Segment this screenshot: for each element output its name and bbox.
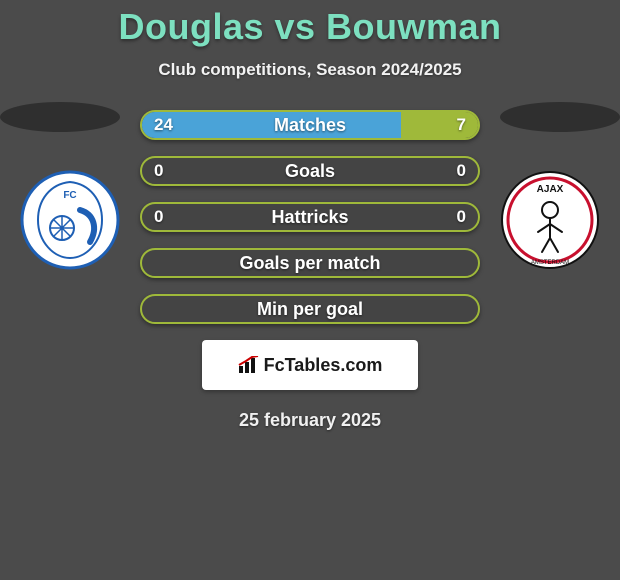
stat-bar: Goals per match [140,248,480,278]
page-title: Douglas vs Bouwman [0,6,620,48]
chart-icon [238,356,260,374]
eindhoven-badge-icon: FC [20,170,120,270]
bars-area: FC AJAX AMSTERDAM 247Matches 00Goals 00Hat… [0,110,620,324]
svg-text:AJAX: AJAX [537,184,564,195]
ajax-badge-icon: AJAX AMSTERDAM [500,170,600,270]
bar-label: Goals per match [142,250,478,276]
stat-bar: 247Matches [140,110,480,140]
watermark: FcTables.com [202,340,418,390]
stat-bar: Min per goal [140,294,480,324]
club-badge-right: AJAX AMSTERDAM [500,170,600,270]
subtitle: Club competitions, Season 2024/2025 [0,60,620,80]
bar-label: Min per goal [142,296,478,322]
watermark-label: FcTables.com [264,355,383,376]
svg-text:FC: FC [63,190,76,201]
svg-text:AMSTERDAM: AMSTERDAM [531,260,569,266]
bar-label: Matches [142,112,478,138]
bar-label: Goals [142,158,478,184]
stat-bar: 00Goals [140,156,480,186]
player-shadow-right [500,102,620,132]
bar-label: Hattricks [142,204,478,230]
comparison-card: Douglas vs Bouwman Club competitions, Se… [0,0,620,431]
player-shadow-left [0,102,120,132]
date: 25 february 2025 [0,410,620,431]
watermark-text: FcTables.com [238,355,383,376]
stat-bar: 00Hattricks [140,202,480,232]
club-badge-left: FC [20,170,120,270]
